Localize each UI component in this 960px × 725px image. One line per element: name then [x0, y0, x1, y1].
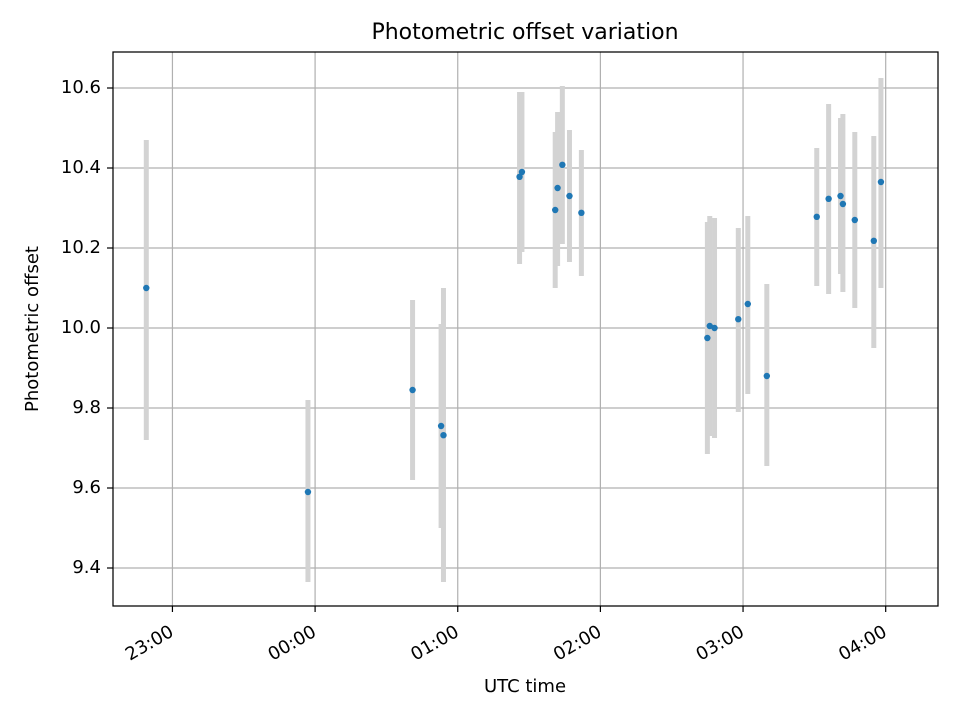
data-point — [440, 432, 447, 439]
y-axis-ticks: 9.4 9.6 9.8 10.0 10.2 10.4 10.6 — [61, 77, 113, 578]
y-tick-label: 10.6 — [61, 77, 101, 98]
data-point — [552, 206, 559, 214]
data-point — [711, 324, 718, 332]
data-point — [839, 200, 847, 208]
y-tick-label: 10.0 — [61, 317, 101, 338]
data-point — [554, 184, 561, 192]
data-point — [304, 488, 312, 496]
data-point — [409, 386, 416, 394]
data-point — [518, 168, 526, 176]
data-point — [516, 173, 523, 180]
data-point — [837, 192, 844, 200]
y-tick-label: 9.8 — [72, 397, 101, 418]
data-point — [877, 178, 885, 186]
data-point — [566, 192, 573, 200]
data-point — [851, 216, 858, 224]
data-point — [763, 372, 771, 380]
plot-frame — [112, 51, 939, 607]
data-points — [143, 161, 885, 496]
data-point — [813, 213, 820, 220]
y-tick-label: 9.4 — [72, 557, 101, 578]
data-point — [578, 209, 585, 216]
chart-title: Photometric offset variation — [371, 20, 678, 45]
y-tick-label: 9.6 — [72, 477, 101, 498]
data-point — [870, 237, 878, 244]
y-axis-label: Photometric offset — [22, 246, 43, 412]
data-point — [825, 195, 832, 202]
x-axis-label: UTC time — [484, 676, 566, 697]
data-point — [735, 316, 742, 323]
y-tick-label: 10.4 — [61, 157, 101, 178]
data-point — [704, 334, 711, 342]
y-tick-label: 10.2 — [61, 237, 101, 258]
data-point — [744, 300, 751, 308]
data-point — [143, 284, 150, 292]
data-point — [559, 161, 566, 168]
grid — [113, 52, 938, 606]
data-point — [437, 422, 445, 430]
